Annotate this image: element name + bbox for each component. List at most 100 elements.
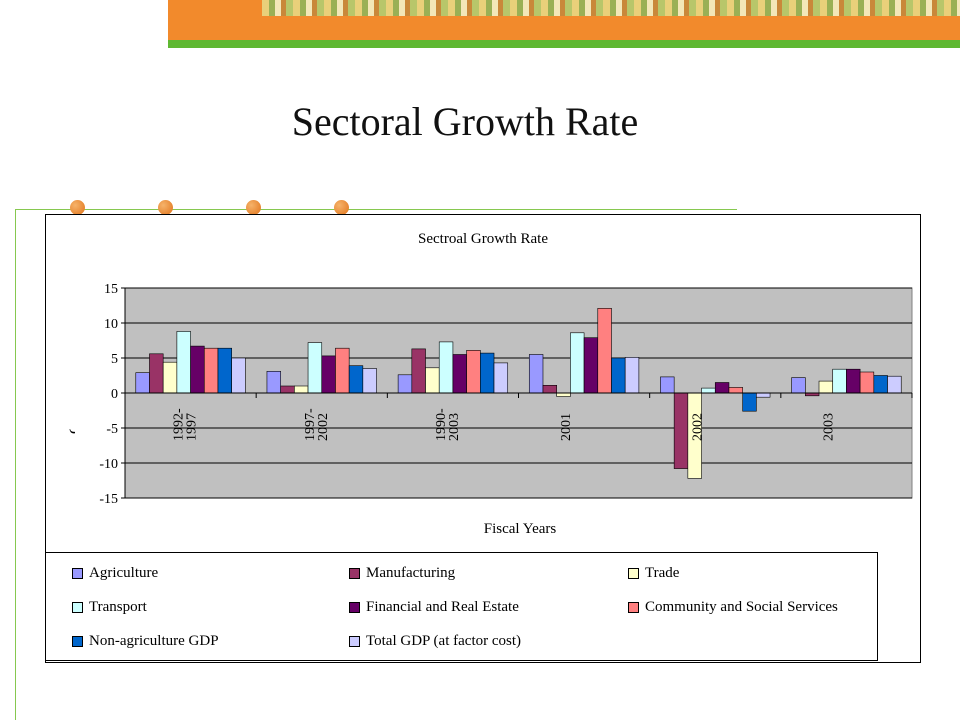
bar	[411, 348, 426, 394]
bar	[348, 365, 364, 394]
bar	[660, 376, 675, 394]
x-tick-label: 2002	[316, 413, 331, 441]
bar	[425, 367, 440, 394]
bar	[791, 377, 806, 394]
bar	[873, 375, 888, 394]
legend-label: Manufacturing	[366, 564, 456, 581]
bar	[203, 347, 219, 394]
legend-label: Non-agriculture GDP	[89, 632, 219, 649]
x-tick-label: 2002	[690, 413, 705, 441]
legend-swatch	[72, 567, 83, 579]
bar	[190, 345, 205, 394]
bar	[570, 332, 585, 394]
legend-item: Trade	[628, 564, 679, 582]
legend-swatch	[72, 601, 83, 613]
decorative-dot	[70, 200, 85, 215]
bar	[611, 357, 626, 394]
x-tick-label: 2003	[447, 413, 462, 441]
chart-legend: Agriculture Manufacturing Trade Transport Fi…	[45, 552, 878, 661]
decorative-vertical-line	[15, 209, 16, 720]
bar	[756, 392, 771, 398]
legend-swatch	[72, 635, 83, 647]
legend-item: Non-agriculture GDP	[72, 632, 219, 650]
bar	[673, 392, 689, 469]
x-tick-label: 1997-	[303, 408, 318, 441]
bar	[624, 357, 640, 394]
bar	[335, 347, 350, 394]
legend-item: Agriculture	[72, 564, 158, 582]
bar	[818, 380, 834, 394]
legend-swatch	[349, 567, 360, 579]
bar	[217, 347, 232, 394]
bar	[714, 382, 730, 394]
bar	[597, 308, 612, 394]
legend-label: Financial and Real Estate	[366, 598, 519, 615]
decorative-horizontal-line	[15, 209, 737, 210]
bar	[493, 362, 509, 394]
legend-item: Financial and Real Estate	[349, 598, 519, 616]
legend-label: Transport	[89, 598, 147, 615]
y-tick-label: 10	[104, 317, 118, 332]
top-banner-green-stripe	[168, 40, 960, 48]
bar	[542, 385, 557, 394]
bar	[452, 354, 467, 394]
bar	[362, 368, 377, 394]
bar	[728, 387, 743, 394]
legend-item: Manufacturing	[349, 564, 455, 582]
x-tick-label: 1992-	[172, 408, 187, 441]
bar	[321, 355, 336, 394]
bar	[846, 368, 861, 394]
bar	[307, 342, 323, 394]
x-tick-label: 1990-	[434, 408, 449, 441]
x-axis-title: Fiscal Years	[484, 521, 557, 537]
x-tick-label: 2003	[821, 413, 836, 441]
bar	[556, 392, 571, 397]
bar	[832, 368, 847, 394]
bar	[397, 374, 413, 394]
y-tick-label: 5	[111, 352, 118, 367]
bar	[231, 357, 246, 394]
bar	[294, 385, 309, 394]
slide-title: Sectoral Growth Rate	[291, 99, 639, 144]
y-tick-label: 0	[111, 387, 118, 402]
bar	[701, 387, 716, 394]
decorative-dot	[334, 200, 349, 215]
bar	[528, 354, 544, 394]
bar	[887, 375, 902, 394]
bar	[438, 341, 454, 394]
bar	[162, 361, 178, 394]
legend-item: Community and Social Services	[628, 598, 838, 616]
bar	[859, 371, 875, 394]
legend-swatch	[628, 601, 639, 613]
legend-label: Trade	[645, 564, 680, 581]
legend-item: Transport	[72, 598, 147, 616]
legend-swatch	[349, 601, 360, 613]
y-tick-label: -5	[106, 422, 118, 437]
legend-label: Total GDP (at factor cost)	[366, 632, 522, 649]
bar	[280, 385, 295, 394]
bar	[466, 350, 481, 394]
decorative-dot	[158, 200, 173, 215]
bar	[135, 372, 150, 394]
y-tick-label: 15	[104, 282, 118, 297]
legend-item: Total GDP (at factor cost)	[349, 632, 521, 650]
decorative-dot	[246, 200, 261, 215]
legend-label: Community and Social Services	[645, 598, 838, 615]
bar	[176, 331, 191, 394]
legend-label: Agriculture	[89, 564, 159, 581]
y-axis-title: Growth Rate	[67, 357, 83, 434]
x-tick-label: 2001	[559, 413, 574, 441]
bar	[266, 371, 281, 394]
legend-swatch	[349, 635, 360, 647]
x-tick-label: 1997	[185, 413, 200, 441]
chart-frame: 15 10 5 0 -5 -10 -15 1992- 1997 1997- 2002 1990- 200…	[45, 214, 921, 663]
y-tick-label: -10	[99, 457, 118, 472]
bar	[583, 337, 599, 394]
chart-title: Sectroal Growth Rate	[418, 231, 548, 247]
legend-swatch	[628, 567, 639, 579]
bar	[480, 352, 495, 394]
top-banner-pattern	[262, 0, 960, 16]
bar	[149, 353, 164, 394]
bar	[742, 392, 757, 412]
